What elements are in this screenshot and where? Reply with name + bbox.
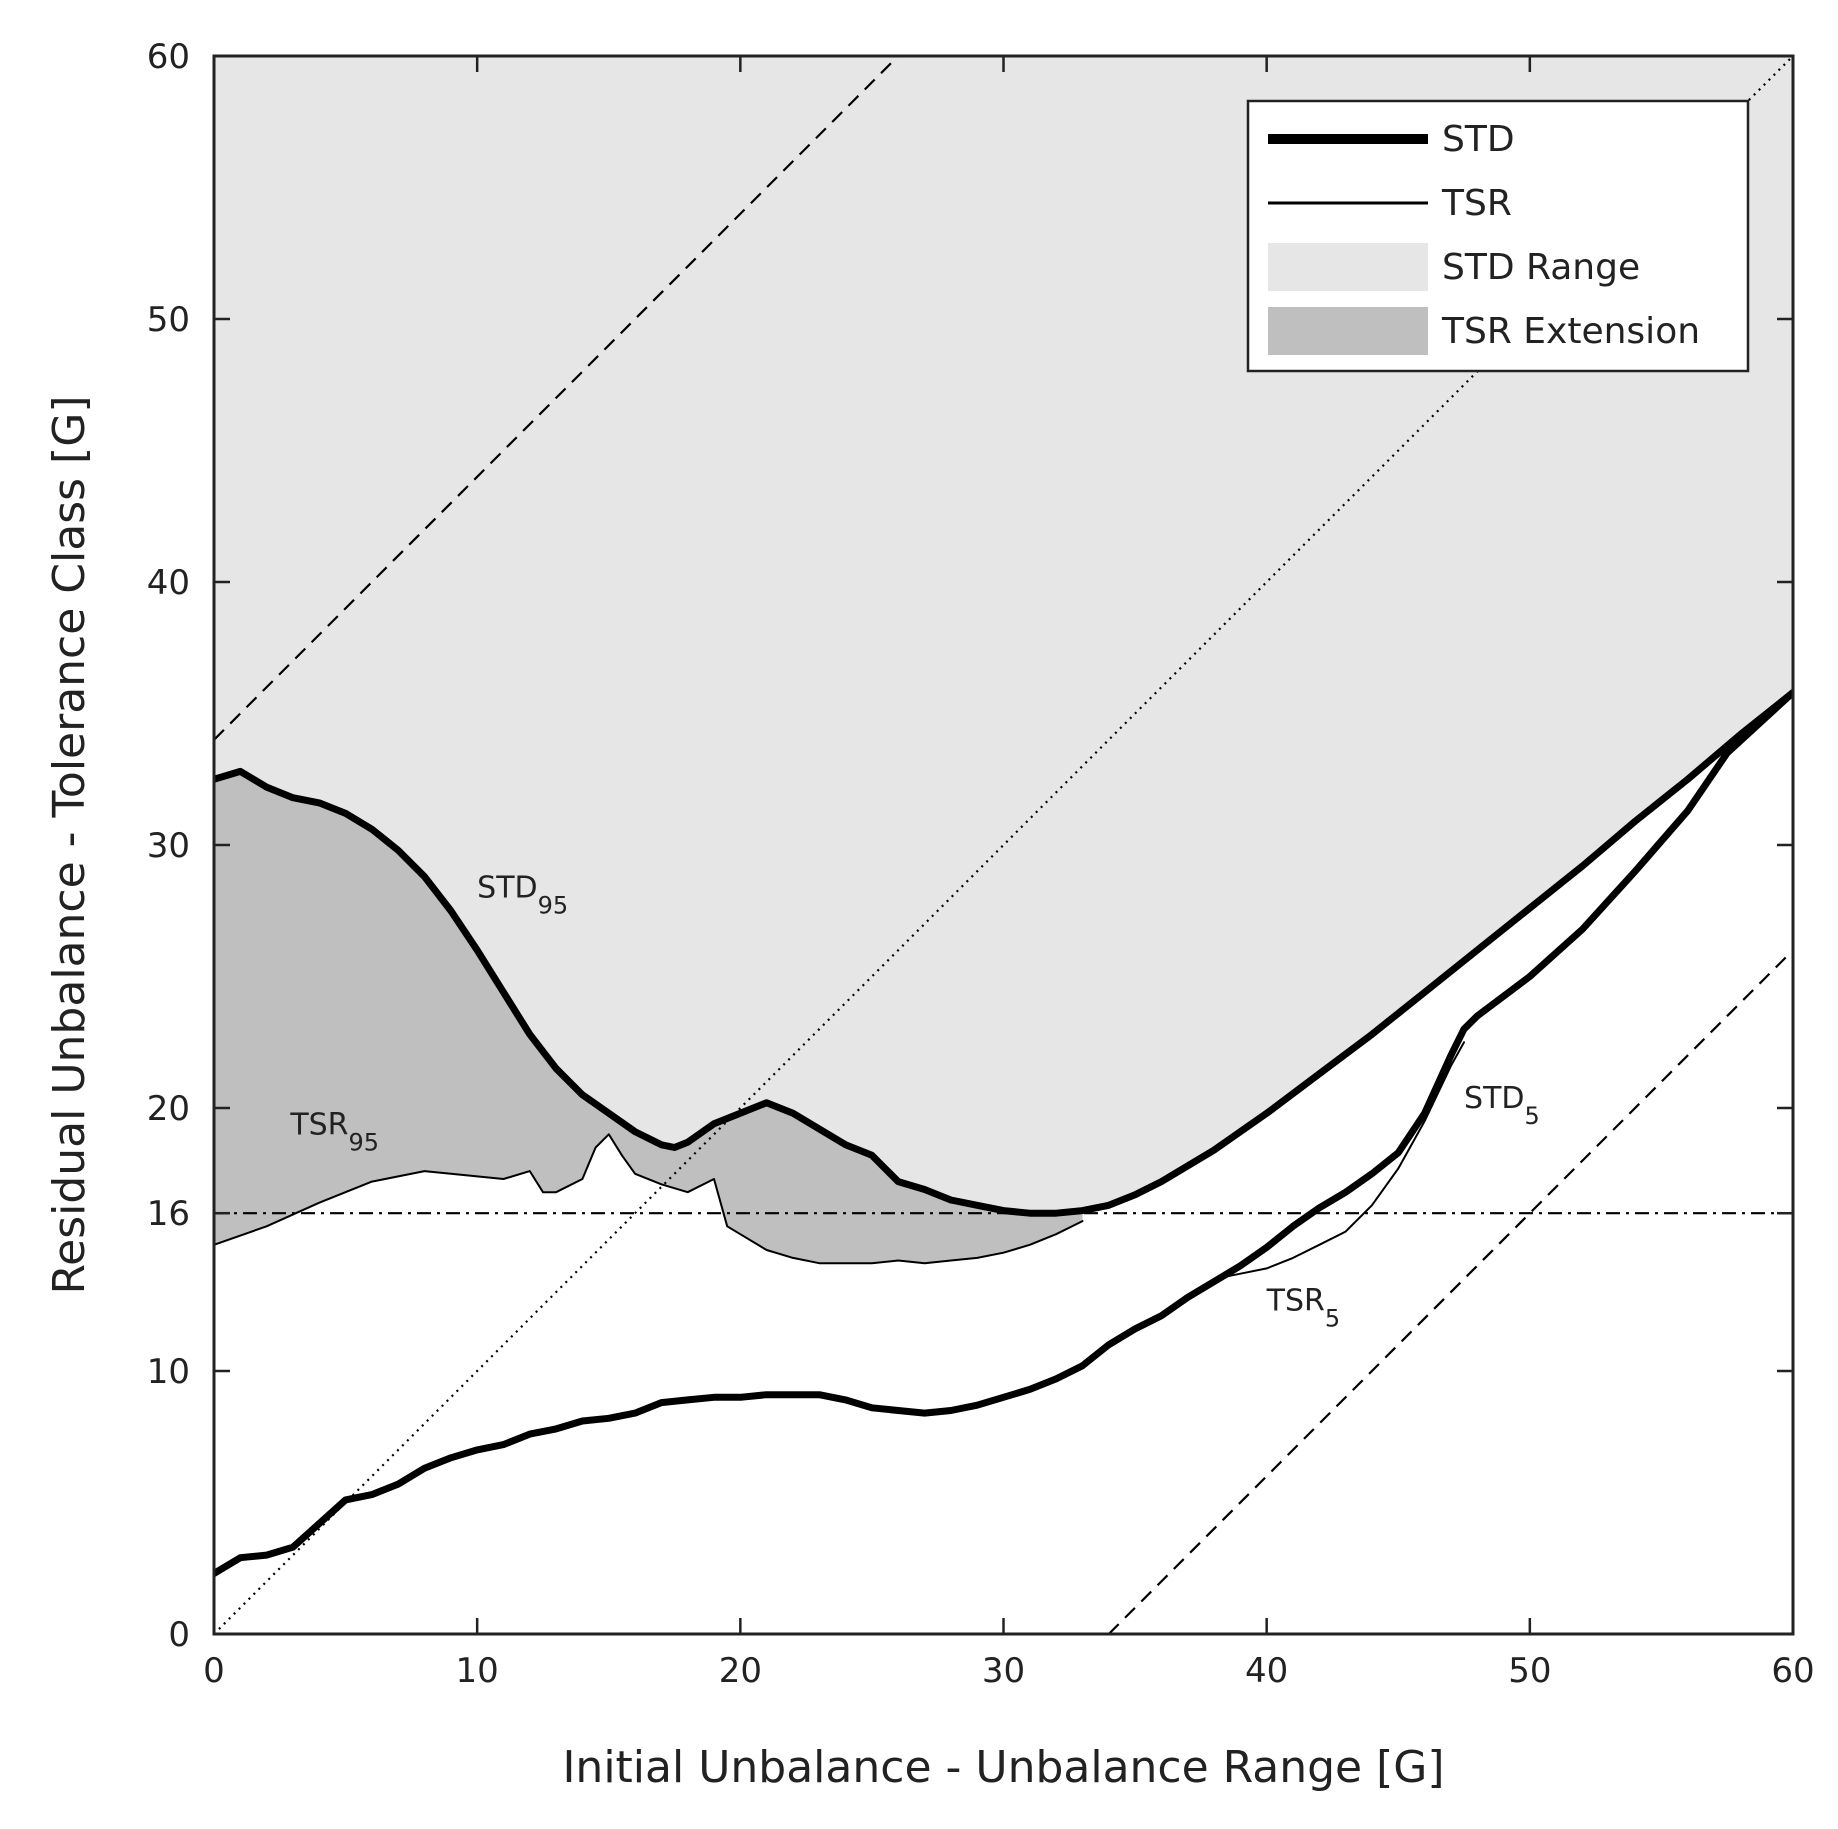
x-tick-label-40: 40 xyxy=(1245,1651,1288,1691)
series-line-tsr95 xyxy=(214,1133,1084,1265)
legend: STD TSR STD Range TSR Extension xyxy=(1246,99,1750,373)
reference-line-dashed-lower xyxy=(1107,949,1793,1634)
y-tick-label-60: 60 xyxy=(147,37,190,77)
y-tick-label-16: 16 xyxy=(147,1194,190,1234)
series-line-std5 xyxy=(214,689,1793,1577)
y-axis-title: Residual Unbalance - Tolerance Class [G] xyxy=(44,396,95,1295)
y-tick-label-10: 10 xyxy=(147,1352,190,1392)
legend-swatch-tsr-extension xyxy=(1268,307,1428,355)
legend-label-tsr-extension: TSR Extension xyxy=(1441,311,1700,352)
series-line-tsr5 xyxy=(1213,1041,1465,1280)
legend-label-std: STD xyxy=(1442,119,1515,160)
x-tick-label-50: 50 xyxy=(1508,1651,1551,1691)
annotation-std5: STD5 xyxy=(1464,1081,1540,1130)
x-axis-title: Initial Unbalance - Unbalance Range [G] xyxy=(562,1742,1444,1793)
legend-label-tsr: TSR xyxy=(1441,183,1512,224)
reference-line-dotted-identity xyxy=(214,56,1793,1634)
series-line-std95 xyxy=(214,689,1793,1217)
x-tick-label-0: 0 xyxy=(203,1651,225,1691)
y-tick-label-20: 20 xyxy=(147,1089,190,1129)
y-tick-label-50: 50 xyxy=(147,300,190,340)
legend-swatch-std-range xyxy=(1268,243,1428,291)
reference-line-dashed-upper xyxy=(214,56,900,741)
y-tick-label-0: 0 xyxy=(168,1615,190,1655)
annotation-std95: STD95 xyxy=(477,871,568,920)
x-tick-label-30: 30 xyxy=(982,1651,1025,1691)
x-tick-label-10: 10 xyxy=(456,1651,499,1691)
annotation-tsr5: TSR5 xyxy=(1266,1284,1341,1333)
x-tick-label-60: 60 xyxy=(1771,1651,1814,1691)
legend-label-std-range: STD Range xyxy=(1442,247,1640,288)
x-tick-label-20: 20 xyxy=(719,1651,762,1691)
y-tick-label-40: 40 xyxy=(147,563,190,603)
annotation-tsr95: TSR95 xyxy=(289,1107,379,1156)
y-tick-label-30: 30 xyxy=(147,826,190,866)
tsr-extension-fill xyxy=(214,771,1083,1264)
